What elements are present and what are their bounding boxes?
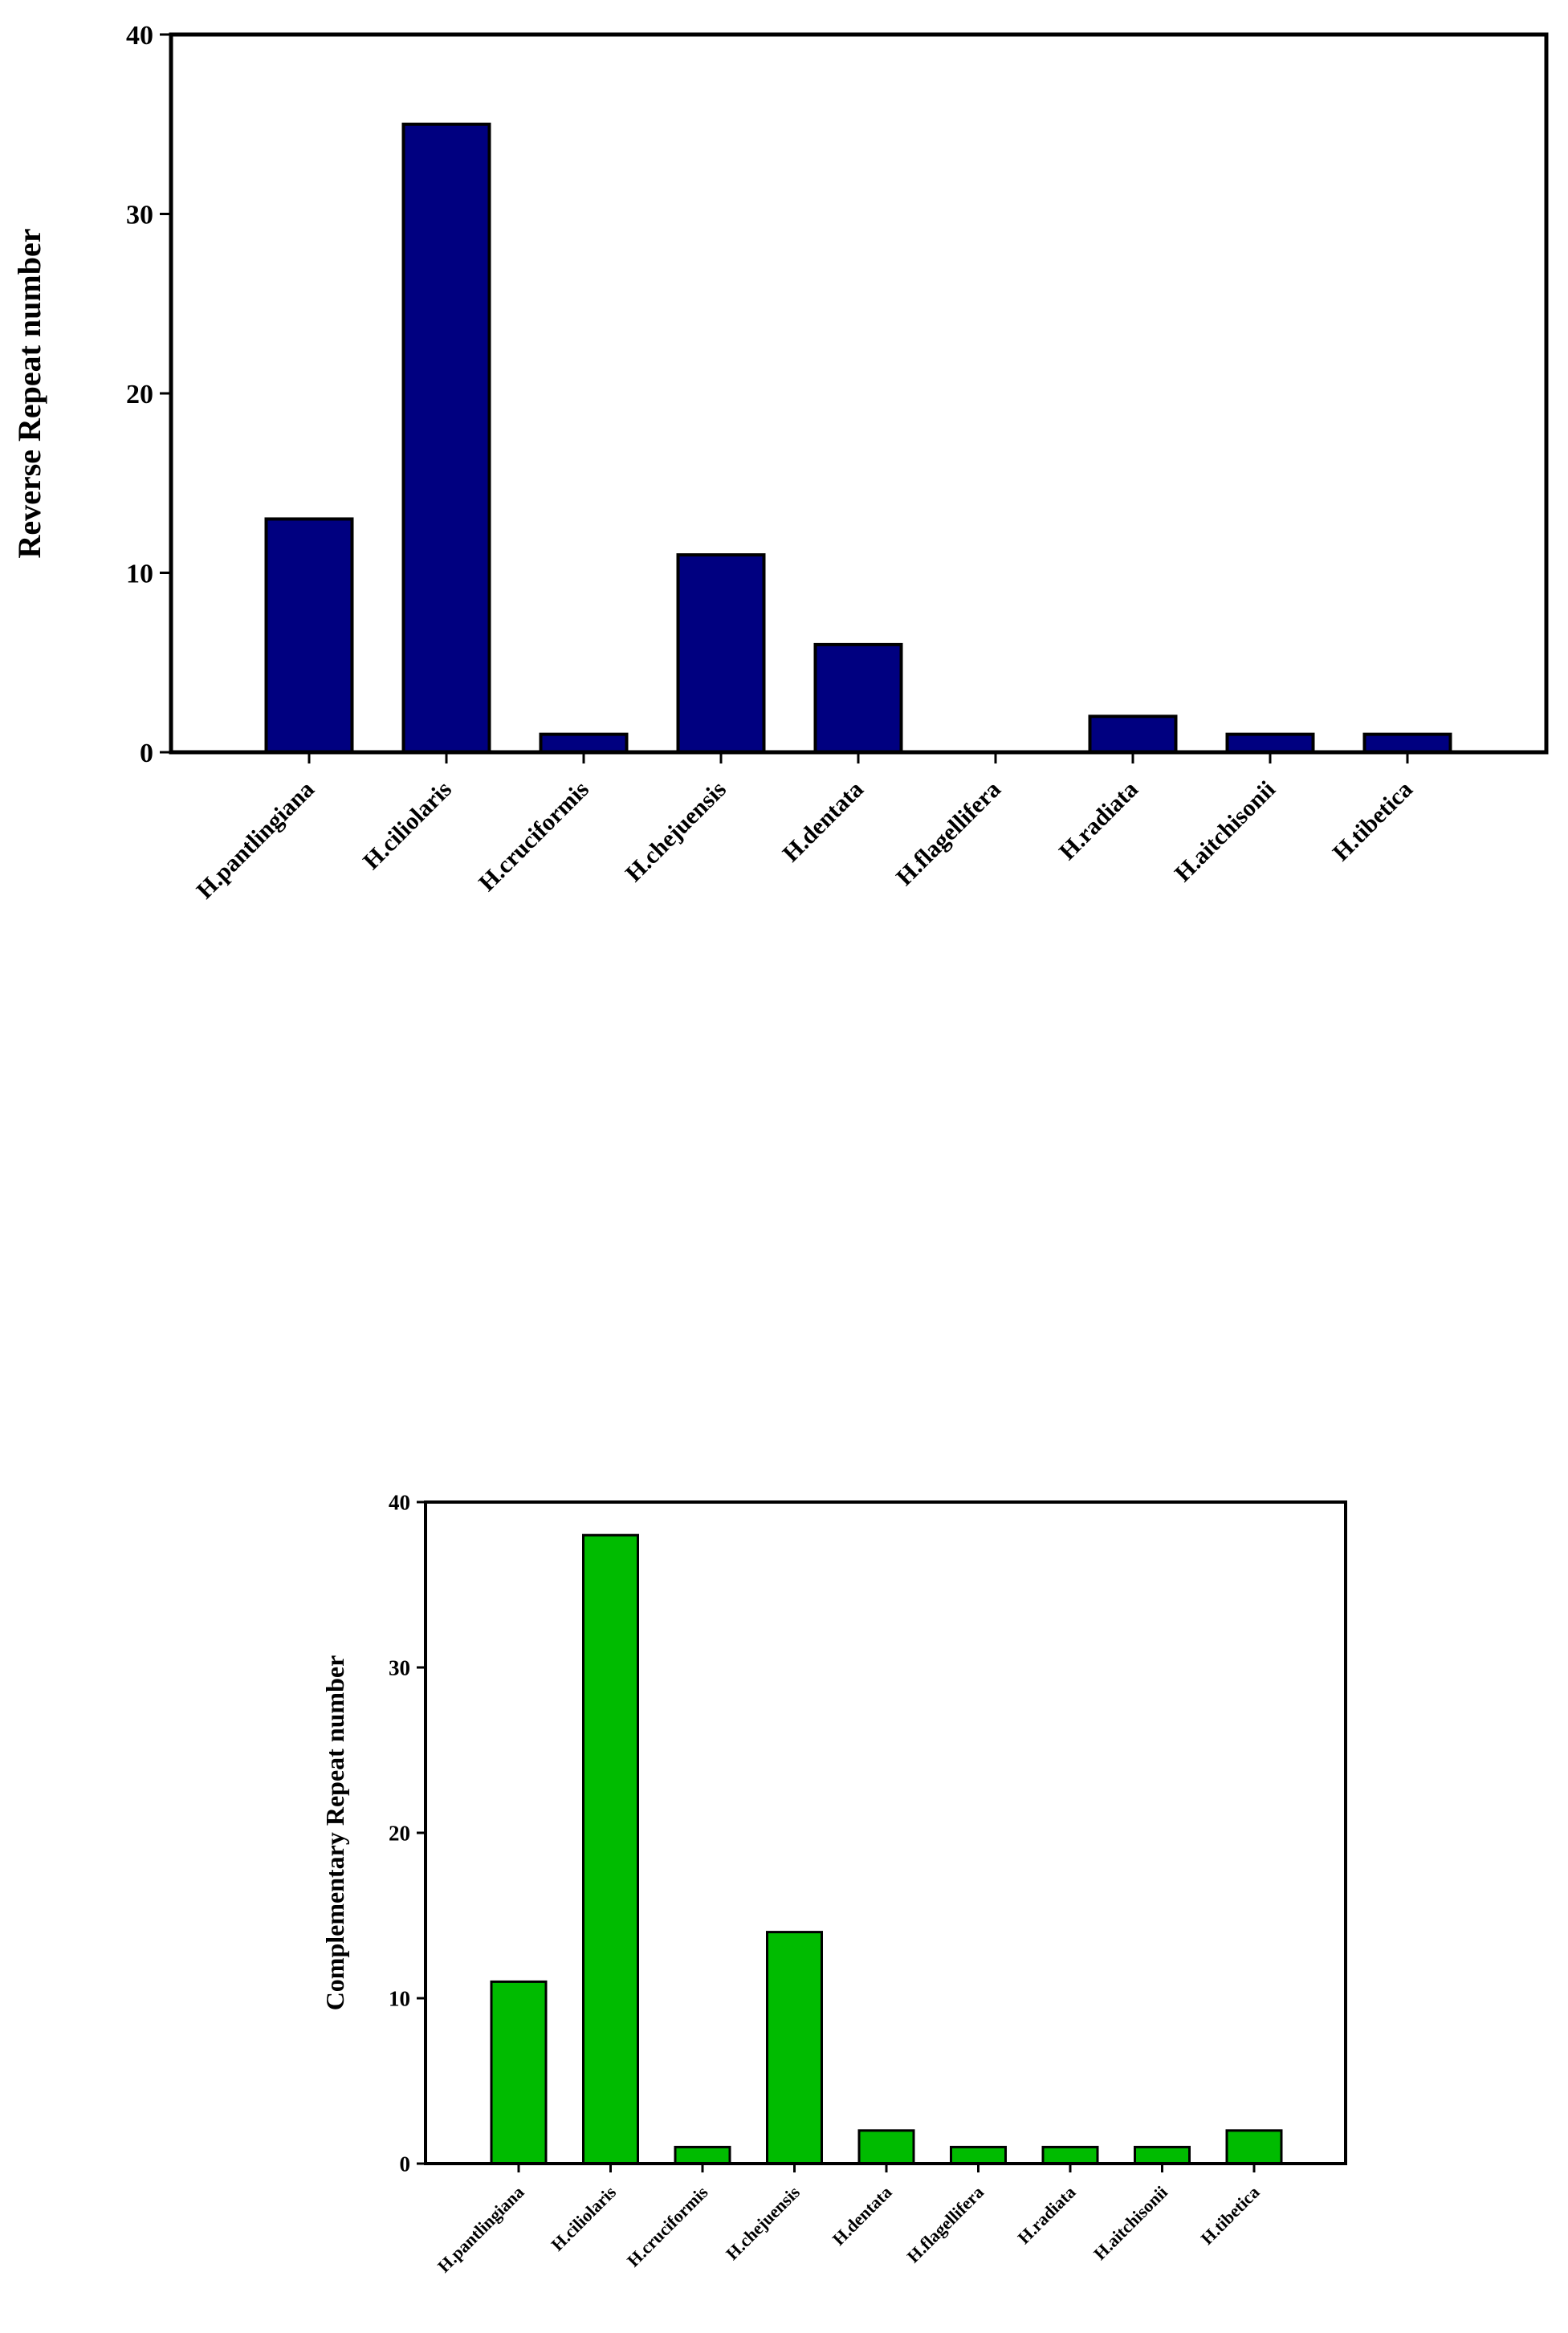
bar-H.ciliolaris	[401, 122, 491, 754]
x-category-label: H.radiata	[1013, 2182, 1079, 2248]
x-category-label: H.pantlingiana	[191, 776, 320, 905]
y-tick-label: 10	[126, 559, 153, 588]
y-tick-label: 0	[140, 739, 153, 768]
bar-H.aitchisonii	[1134, 2145, 1191, 2165]
y-axis-title: Complementary Repeat number	[320, 1655, 349, 2011]
bar-H.radiata	[1088, 715, 1178, 754]
y-tick-label: 30	[126, 200, 153, 230]
bar-H.tibetica	[1362, 732, 1452, 755]
x-category-label: H.chejuensis	[722, 2182, 804, 2264]
x-category-label: H.cruciformis	[474, 776, 594, 897]
bar-H.chejuensis	[766, 1931, 823, 2165]
y-tick-label: 30	[389, 1655, 410, 1680]
x-category-label: H.ciliolaris	[547, 2182, 620, 2255]
bar-H.ciliolaris	[582, 1533, 639, 2165]
x-category-label: H.dentata	[777, 776, 868, 867]
x-category-label: H.ciliolaris	[358, 776, 457, 875]
bar-H.radiata	[1041, 2145, 1099, 2165]
bar-H.dentata	[857, 2129, 915, 2165]
x-category-label: H.cruciformis	[623, 2182, 712, 2271]
x-category-label: H.tibetica	[1197, 2182, 1264, 2249]
bar-H.cruciformis	[539, 732, 629, 755]
y-tick-label: 40	[389, 1490, 410, 1514]
complementary-repeat-chart: 0 10 20 30 40 H.pantlingiana H.ciliolaris H.cru…	[320, 1490, 1347, 2277]
bar-H.flagellifera	[950, 2145, 1007, 2165]
x-category-label: H.chejuensis	[621, 776, 731, 887]
y-tick-label: 0	[400, 2152, 411, 2176]
y-tick-label: 20	[389, 1821, 410, 1845]
reverse-repeat-chart: 0 10 20 30 40 H.pantlingiana H.ciliolaris H.cru…	[11, 21, 1549, 905]
y-tick-label: 10	[389, 1986, 410, 2010]
x-category-label: H.tibetica	[1328, 776, 1418, 866]
bar-H.tibetica	[1225, 2129, 1283, 2165]
y-tick-label: 40	[126, 21, 153, 51]
x-category-label: H.flagellifera	[903, 2182, 988, 2266]
x-category-label: H.aitchisonii	[1170, 776, 1281, 887]
bar-H.pantlingiana	[490, 1980, 548, 2165]
y-axis-title: Reverse Repeat number	[11, 229, 47, 559]
bar-H.aitchisonii	[1225, 732, 1315, 755]
bar-H.dentata	[813, 642, 903, 755]
y-tick-label: 20	[126, 380, 153, 409]
x-category-label: H.flagellifera	[891, 776, 1006, 891]
bar-H.chejuensis	[676, 553, 766, 755]
x-category-label: H.pantlingiana	[434, 2182, 528, 2277]
x-category-label: H.aitchisonii	[1089, 2182, 1171, 2264]
bar-H.cruciformis	[674, 2145, 731, 2165]
plot-frame	[424, 1500, 1347, 2165]
x-category-label: H.radiata	[1054, 776, 1143, 865]
bar-H.pantlingiana	[264, 517, 354, 754]
x-category-label: H.dentata	[829, 2182, 896, 2250]
